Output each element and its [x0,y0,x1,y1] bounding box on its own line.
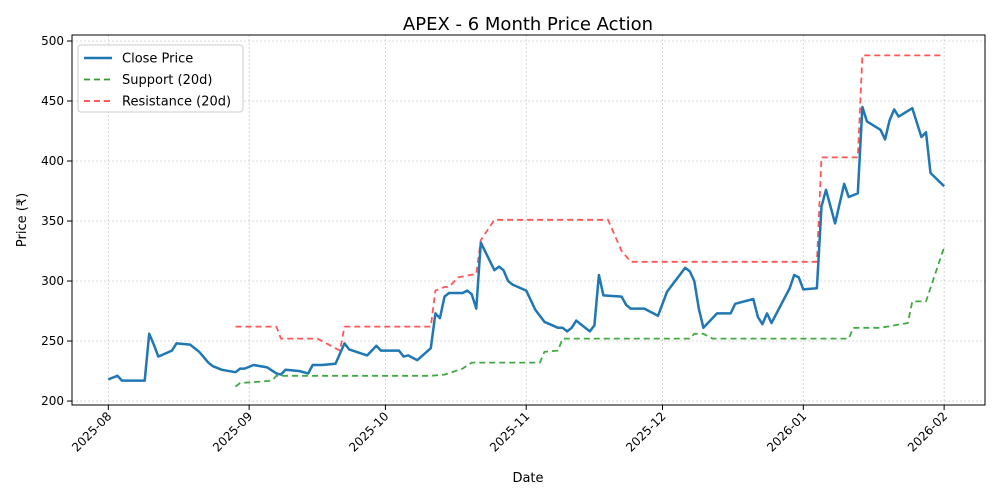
x-tick-label: 2025-11 [487,409,532,454]
y-axis: 200 250 300 350 400 450 500 [41,34,72,408]
x-axis-label: Date [512,471,543,486]
legend-label: Close Price [122,52,193,67]
y-tick-label: 450 [41,94,64,108]
legend-label: Support (20d) [122,73,212,88]
series-line-resistance-d [235,54,945,352]
y-tick-label: 400 [41,154,64,168]
legend-label: Resistance (20d) [122,95,231,110]
x-tick-label: 2025-12 [623,409,668,454]
chart-title: APEX - 6 Month Price Action [403,14,653,35]
x-tick-label: 2025-09 [210,409,255,454]
x-tick-label: 2025-08 [69,409,114,454]
grid [72,35,985,405]
y-tick-label: 200 [41,394,64,408]
x-axis: 2025-08 2025-09 2025-10 2025-11 2025-12 2026-… [69,405,950,455]
y-tick-label: 300 [41,274,64,288]
x-tick-label: 2026-01 [764,409,809,454]
y-tick-label: 500 [41,34,64,48]
legend: Close Price Support (20d) Resistance (20d) [77,44,244,113]
y-axis-label: Price (₹) [15,193,30,247]
series-line-support-d [234,247,945,388]
series-line-close-price [107,105,945,382]
series-lines [107,54,945,388]
x-tick-label: 2025-10 [346,409,391,454]
x-tick-label: 2026-02 [905,409,950,454]
y-tick-label: 250 [41,334,64,348]
y-tick-label: 350 [41,214,64,228]
plot-frame [71,34,986,406]
legend-box [77,44,244,113]
